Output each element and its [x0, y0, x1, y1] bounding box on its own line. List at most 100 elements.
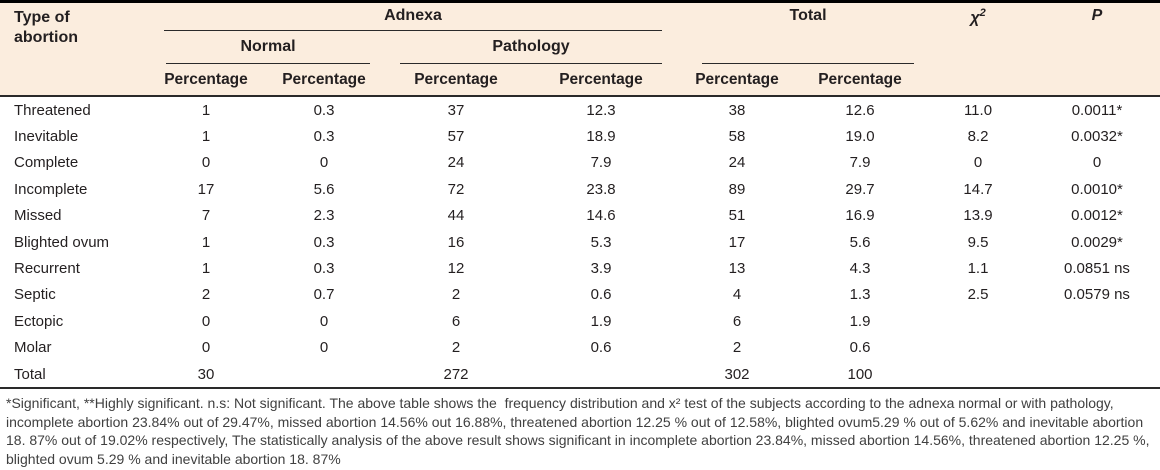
table-row: Blighted ovum 1 0.3 16 5.3 17 5.6 9.5 0.0029*: [0, 229, 1160, 255]
column-group-adnexa: Adnexa: [164, 3, 662, 31]
row-label: Missed: [14, 207, 62, 225]
table-cell: 2: [451, 339, 461, 357]
table-cell: 0.0851 ns: [1064, 260, 1130, 278]
row-label: Inevitable: [14, 128, 79, 146]
table-cell: 7.9: [849, 154, 871, 172]
column-group-pathology: Pathology: [400, 31, 662, 64]
table-cell: 17: [728, 233, 746, 251]
subheader-percentage: Percentage: [695, 70, 779, 88]
table-row: Molar 0 0 2 0.6 2 0.6: [0, 335, 1160, 361]
table-cell: 5.3: [590, 233, 612, 251]
table-cell: 1.9: [849, 312, 871, 330]
table-cell: 1: [201, 101, 211, 119]
table-cell: 38: [728, 101, 746, 119]
row-label: Threatened: [14, 101, 91, 119]
table-cell: 12.3: [586, 101, 616, 119]
table-cell: 37: [447, 101, 465, 119]
table-cell: 7: [201, 207, 211, 225]
table-cell: 0: [319, 312, 329, 330]
table-cell: 8.2: [967, 128, 989, 146]
column-group-normal: Normal: [166, 31, 370, 64]
table-cell: 0.6: [590, 286, 612, 304]
table-cell: 1.1: [967, 260, 989, 278]
table-row: Complete 0 0 24 7.9 24 7.9 0 0: [0, 150, 1160, 176]
table-footnote: *Significant, **Highly significant. n.s:…: [6, 395, 1154, 467]
table-row: Recurrent 1 0.3 12 3.9 13 4.3 1.1 0.0851 ns: [0, 255, 1160, 281]
adnexa-label: Adnexa: [384, 7, 442, 24]
type-of-abortion-label: Type of abortion: [14, 9, 78, 46]
table-cell: 14.6: [586, 207, 616, 225]
row-label: Blighted ovum: [14, 233, 110, 251]
table-cell: 58: [728, 128, 746, 146]
table-body: Threatened 1 0.3 37 12.3 38 12.6 11.0 0.0011* Ine…: [0, 97, 1160, 390]
table-cell: 0.0011*: [1071, 101, 1123, 119]
table-cell: 4: [732, 286, 742, 304]
table-cell: 0: [319, 154, 329, 172]
table-cell: 0: [201, 154, 211, 172]
subheader-percentage: Percentage: [559, 70, 643, 88]
table-cell: 9.5: [967, 233, 989, 251]
table-cell: 11.0: [963, 101, 993, 119]
table-cell: 0: [201, 339, 211, 357]
table-cell: 5.6: [849, 233, 871, 251]
table-row: Septic 2 0.7 2 0.6 4 1.3 2.5 0.0579 ns: [0, 282, 1160, 308]
table-cell: 16: [447, 233, 465, 251]
table-cell: 16.9: [845, 207, 875, 225]
table-cell: 1.3: [849, 286, 871, 304]
subheader-percentage: Percentage: [414, 70, 498, 88]
table-row: Missed 7 2.3 44 14.6 51 16.9 13.9 0.0012*: [0, 203, 1160, 229]
table-cell: 0.0029*: [1071, 233, 1123, 251]
normal-label: Normal: [240, 38, 296, 55]
table-cell: 0.0032*: [1071, 128, 1123, 146]
table-cell: 0: [973, 154, 983, 172]
table-cell: 100: [847, 365, 873, 383]
table-row: Inevitable 1 0.3 57 18.9 58 19.0 8.2 0.0032*: [0, 123, 1160, 149]
table-cell: 30: [197, 365, 215, 383]
table-cell: 2: [201, 286, 211, 304]
table-cell: 7.9: [590, 154, 612, 172]
table-header: Type of abortion Adnexa Total χ2 P Norma…: [0, 0, 1160, 97]
table-cell: 14.7: [963, 180, 993, 198]
table-cell: 19.0: [845, 128, 875, 146]
row-label: Recurrent: [14, 260, 80, 278]
row-label: Incomplete: [14, 180, 88, 198]
table-cell: 0.0010*: [1071, 180, 1123, 198]
table-cell: 0: [319, 339, 329, 357]
table-cell: 272: [443, 365, 469, 383]
table-cell: 1: [201, 233, 211, 251]
table-cell: 44: [447, 207, 465, 225]
column-header-type-of-abortion: Type of abortion: [0, 3, 150, 95]
table-row: Threatened 1 0.3 37 12.3 38 12.6 11.0 0.0011*: [0, 97, 1160, 123]
row-label: Septic: [14, 286, 56, 304]
row-label: Total: [14, 365, 46, 383]
chi-exponent: 2: [979, 7, 986, 19]
pathology-label: Pathology: [492, 38, 570, 55]
chi-symbol: χ: [970, 9, 980, 27]
table-cell: 302: [724, 365, 750, 383]
table-cell: 18.9: [586, 128, 616, 146]
total-label: Total: [789, 7, 827, 24]
row-label: Molar: [14, 339, 52, 357]
table-cell: 0.7: [313, 286, 335, 304]
subheader-percentage: Percentage: [164, 70, 248, 88]
table-cell: 2.5: [967, 286, 989, 304]
table-cell: 3.9: [590, 260, 612, 278]
table-cell: 23.8: [586, 180, 616, 198]
table-cell: 13.9: [963, 207, 993, 225]
table-cell: 17: [197, 180, 215, 198]
table-cell: 0.6: [849, 339, 871, 357]
table-row: Total 30 272 302 100: [0, 361, 1160, 387]
table-cell: 2: [732, 339, 742, 357]
column-header-p-value: P: [1034, 3, 1160, 31]
table-cell: 0.6: [590, 339, 612, 357]
table-cell: 1: [201, 260, 211, 278]
table-cell: 51: [728, 207, 746, 225]
table-cell: 0: [201, 312, 211, 330]
table-cell: 1: [201, 128, 211, 146]
table-cell: 13: [728, 260, 746, 278]
table-cell: 5.6: [313, 180, 335, 198]
table-cell: 24: [447, 154, 465, 172]
table-cell: 6: [451, 312, 461, 330]
table-cell: 0.3: [313, 101, 335, 119]
